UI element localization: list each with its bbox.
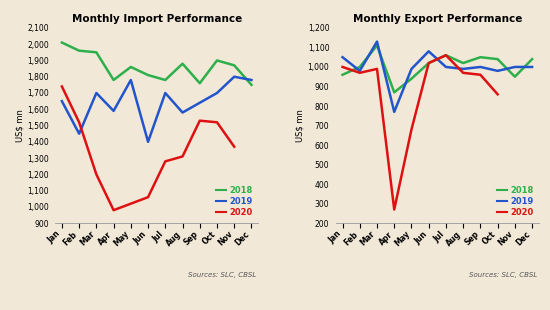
2019: [477, 65, 483, 69]
2018: [111, 78, 117, 82]
2018: [339, 73, 346, 77]
2018: [162, 78, 169, 82]
2020: [494, 92, 501, 96]
2019: [231, 75, 238, 78]
2019: [460, 67, 466, 71]
Line: 2020: 2020: [343, 55, 498, 210]
Line: 2019: 2019: [343, 42, 532, 112]
2019: [248, 78, 255, 82]
2018: [128, 65, 134, 69]
2020: [76, 120, 82, 124]
2018: [93, 51, 100, 54]
2019: [76, 132, 82, 135]
2020: [59, 85, 65, 88]
2019: [512, 65, 518, 69]
2018: [356, 65, 363, 69]
Text: Sources: SLC, CBSL: Sources: SLC, CBSL: [469, 272, 537, 278]
2018: [443, 53, 449, 57]
2020: [373, 67, 380, 71]
2019: [529, 65, 535, 69]
2019: [59, 99, 65, 103]
2020: [460, 71, 466, 75]
2019: [196, 101, 203, 104]
2019: [339, 55, 346, 59]
2020: [214, 120, 221, 124]
Line: 2018: 2018: [343, 46, 532, 92]
2019: [179, 111, 186, 114]
Legend: 2018, 2019, 2020: 2018, 2019, 2020: [214, 184, 254, 219]
2019: [214, 91, 221, 95]
2020: [408, 128, 415, 131]
2019: [408, 67, 415, 71]
2019: [356, 69, 363, 73]
2020: [145, 195, 151, 199]
Y-axis label: US$ mn: US$ mn: [15, 109, 24, 142]
2018: [59, 41, 65, 44]
2018: [231, 64, 238, 67]
2019: [443, 65, 449, 69]
2018: [248, 83, 255, 87]
2019: [373, 40, 380, 43]
2020: [339, 65, 346, 69]
Y-axis label: US$ mn: US$ mn: [296, 109, 305, 142]
2020: [443, 53, 449, 57]
Legend: 2018, 2019, 2020: 2018, 2019, 2020: [495, 184, 535, 219]
2018: [373, 44, 380, 47]
2020: [196, 119, 203, 122]
2019: [128, 78, 134, 82]
2018: [494, 57, 501, 61]
2020: [391, 208, 398, 211]
2020: [162, 159, 169, 163]
2018: [196, 81, 203, 85]
Line: 2018: 2018: [62, 42, 251, 85]
2018: [214, 59, 221, 62]
2018: [76, 49, 82, 52]
2019: [162, 91, 169, 95]
2018: [425, 61, 432, 65]
2018: [391, 91, 398, 94]
2019: [111, 109, 117, 113]
2018: [179, 62, 186, 65]
2019: [145, 140, 151, 144]
2018: [460, 61, 466, 65]
Title: Monthly Import Performance: Monthly Import Performance: [72, 14, 242, 24]
2018: [477, 55, 483, 59]
2018: [145, 73, 151, 77]
Title: Monthly Export Performance: Monthly Export Performance: [353, 14, 522, 24]
2020: [128, 202, 134, 206]
2019: [93, 91, 100, 95]
2020: [231, 145, 238, 148]
Text: Sources: SLC, CBSL: Sources: SLC, CBSL: [188, 272, 256, 278]
2020: [477, 73, 483, 77]
2018: [529, 57, 535, 61]
2020: [111, 208, 117, 212]
Line: 2019: 2019: [62, 77, 251, 142]
2020: [356, 71, 363, 75]
2019: [391, 110, 398, 114]
2020: [425, 61, 432, 65]
2020: [179, 155, 186, 158]
Line: 2020: 2020: [62, 86, 234, 210]
2018: [512, 75, 518, 78]
2020: [93, 172, 100, 176]
2019: [425, 50, 432, 53]
2019: [494, 69, 501, 73]
2018: [408, 77, 415, 81]
